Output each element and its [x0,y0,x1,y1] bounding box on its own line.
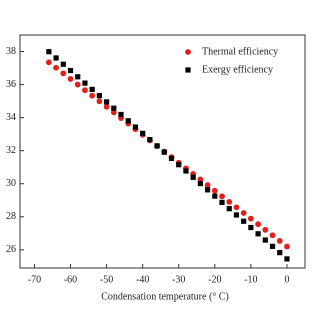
point [204,187,211,193]
point [226,199,233,205]
point [111,105,117,111]
point [53,64,59,71]
point [60,70,67,77]
point [219,193,225,200]
point [46,49,52,55]
point [168,155,175,162]
point [125,118,131,124]
point [219,199,225,205]
point [284,243,290,250]
legend-marker [185,49,191,55]
point [75,74,81,80]
point [262,237,268,243]
point [89,92,96,99]
point [255,231,261,237]
y-tick-label: 38 [6,46,16,57]
point [154,143,160,149]
x-axis-label: Condensation temperature (° C) [101,291,229,302]
point [277,250,283,256]
point [110,109,117,116]
point [118,111,124,118]
y-tick-label: 34 [6,112,16,123]
point [96,93,102,99]
x-tick-label: -50 [100,274,113,285]
point [53,55,59,61]
x-tick-label: -60 [64,274,77,285]
y-tick-label: 26 [6,244,16,255]
point [269,232,276,239]
point [103,99,110,105]
point [211,187,218,194]
point [212,193,218,199]
legend-marker [185,67,191,73]
x-tick-label: -40 [136,274,149,285]
x-tick-label: 0 [284,274,289,285]
point [269,243,276,249]
point [161,149,167,155]
point [204,182,211,188]
point [67,76,74,82]
point [262,226,269,233]
point [82,87,88,94]
point [276,237,283,244]
y-tick-label: 32 [6,145,16,156]
point [176,162,182,168]
point [248,224,254,231]
point [132,124,139,130]
point [226,206,232,212]
point [190,174,196,180]
point [147,137,153,143]
point [82,80,88,86]
point [67,67,74,74]
point [255,221,262,228]
y-tick-label: 30 [6,178,16,189]
x-tick-label: -20 [208,274,221,285]
point [240,210,247,216]
x-tick-label: -30 [172,274,185,285]
point [284,256,290,262]
y-tick-label: 36 [6,79,16,90]
point [233,212,240,218]
point [45,59,52,66]
point [103,103,110,110]
point [140,130,146,136]
point [89,86,95,92]
point [233,204,240,211]
point [241,218,247,224]
point [197,176,204,183]
point [247,215,254,222]
x-tick-label: -70 [28,274,41,285]
point [60,61,66,67]
point [183,168,189,174]
point [197,180,203,187]
point [74,81,81,88]
plot-frame [19,34,306,269]
y-tick-label: 28 [6,211,16,222]
legend-label: Exergy efficiency [202,64,273,75]
legend-label: Thermal efficiency [202,46,278,57]
point [96,98,103,105]
x-tick-label: -10 [244,274,257,285]
